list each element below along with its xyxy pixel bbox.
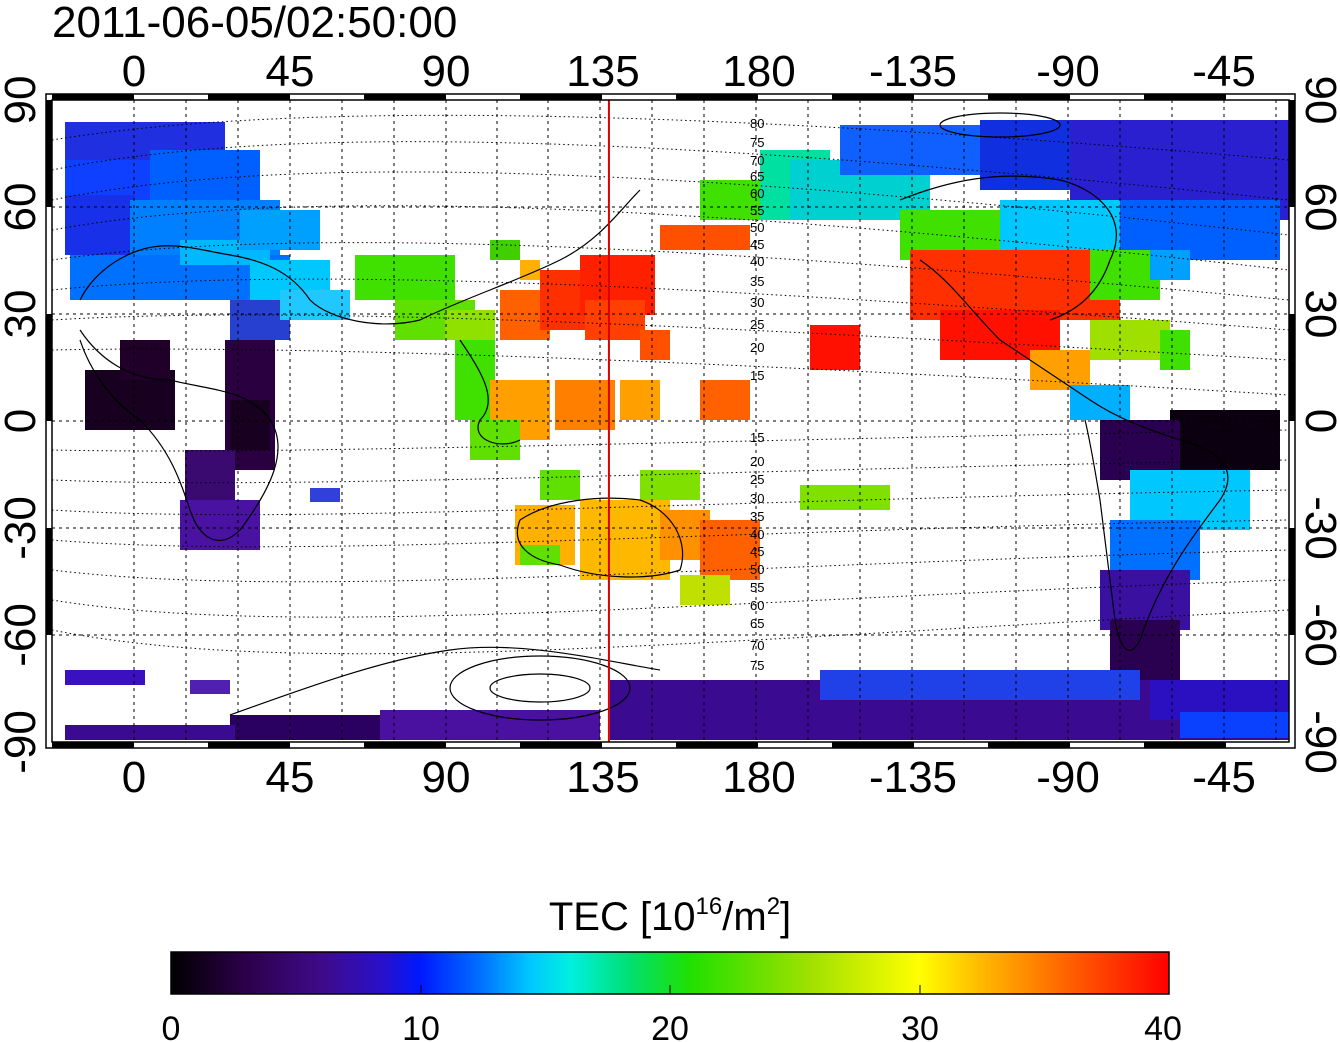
coastlines [79,112,1229,721]
tec-patch-australia [515,470,760,605]
lon-tick-label: 45 [266,47,315,96]
contour-label: 55 [750,203,764,218]
lat-tick-label: 90 [1296,76,1340,125]
colorbar-tick-label: 40 [1144,1010,1182,1042]
colorbar: TEC [1016/m2] 0 10 20 30 40 [162,893,1182,1042]
contour-label: 35 [750,274,764,289]
colorbar-tick-label: 30 [901,1010,939,1042]
lon-tick-label: 180 [722,753,795,802]
contour-label: 80 [750,116,764,131]
colorbar-tick-label: 10 [402,1010,440,1042]
contour-label: 30 [750,491,764,506]
tec-patch-antarctica [65,670,1289,740]
lat-tick-label: 0 [0,409,45,433]
map-title: 2011-06-05/02:50:00 [52,0,457,47]
contour-label: 55 [750,580,764,595]
contour-label: 75 [750,658,764,673]
colorbar-ticks [170,985,1170,994]
left-latitude-labels: 90 60 30 0 -30 -60 -90 [0,76,45,774]
contour-label: 50 [750,220,764,235]
lon-tick-label: 90 [422,753,471,802]
north-contour-labels: 80 75 70 65 60 55 50 45 40 35 30 25 20 1… [750,116,764,383]
contour-label: 45 [750,237,764,252]
contour-label: 70 [750,638,764,653]
lat-tick-label: 90 [0,76,45,125]
contour-label: 65 [750,616,764,631]
contour-label: 25 [750,472,764,487]
lat-tick-label: -30 [0,496,45,560]
lon-tick-label: 0 [122,47,146,96]
south-contour-labels: 15 20 25 30 35 40 45 50 55 60 65 70 75 [750,430,764,673]
contour-label: 70 [750,153,764,168]
colorbar-label-exponent-2: 2 [767,893,780,920]
contour-label: 75 [750,135,764,150]
lon-tick-label: -135 [869,47,957,96]
lon-tick-label: 180 [722,47,795,96]
bottom-longitude-labels: 0 45 90 135 180 -135 -90 -45 [122,753,1256,802]
lon-tick-label: -90 [1036,753,1100,802]
right-latitude-labels: 90 60 30 0 -30 -60 -90 [1296,76,1340,774]
top-longitude-labels: 0 45 90 135 180 -135 -90 -45 [122,47,1256,96]
contour-label: 60 [750,598,764,613]
lat-tick-label: -90 [1296,710,1340,774]
lon-tick-label: 135 [566,47,639,96]
contour-label: 35 [750,509,764,524]
contour-label: 65 [750,169,764,184]
contour-label: 15 [750,430,764,445]
lon-tick-label: 90 [422,47,471,96]
lat-tick-label: -60 [1296,603,1340,667]
lat-tick-label: -90 [0,710,45,774]
colorbar-label-unit: /m [722,895,766,939]
tec-data-layer [65,120,1289,740]
tec-patch-north-america [790,120,1289,420]
lon-tick-label: -45 [1192,753,1256,802]
tec-patch-africa [85,340,340,550]
contour-label: 25 [750,317,764,332]
lat-tick-label: -30 [1296,496,1340,560]
contour-label: 30 [750,295,764,310]
lat-tick-label: 60 [0,183,45,232]
colorbar-label: TEC [1016/m2] [549,893,791,939]
colorbar-tick-label: 20 [651,1010,689,1042]
tec-patch-europe [65,122,350,340]
colorbar-label-prefix: TEC [10 [549,895,696,939]
tec-patch-asia [355,240,655,460]
colorbar-label-suffix: ] [780,895,791,939]
contour-label: 45 [750,544,764,559]
map-plot-area: 80 75 70 65 60 55 50 45 40 35 30 25 20 1… [45,93,1296,749]
lon-tick-label: 135 [566,753,639,802]
contour-label: 40 [750,254,764,269]
contour-label: 40 [750,527,764,542]
contour-label: 20 [750,454,764,469]
lat-tick-label: 0 [1296,409,1340,433]
lon-tick-label: 0 [122,753,146,802]
lon-tick-label: -90 [1036,47,1100,96]
contour-label: 60 [750,186,764,201]
lon-tick-label: 45 [266,753,315,802]
colorbar-tick-label: 0 [162,1010,181,1042]
contour-label: 20 [750,340,764,355]
lon-tick-label: -45 [1192,47,1256,96]
lat-tick-label: -60 [0,603,45,667]
colorbar-tick-labels: 0 10 20 30 40 [162,1010,1182,1042]
contour-label: 50 [750,562,764,577]
lat-tick-label: 30 [1296,290,1340,339]
lon-tick-label: -135 [869,753,957,802]
tec-patch-south-america [1100,410,1280,680]
lat-tick-label: 30 [0,290,45,339]
map-frame [45,93,1296,749]
contour-label: 15 [750,368,764,383]
lat-tick-label: 60 [1296,183,1340,232]
colorbar-label-exponent: 16 [696,893,723,920]
